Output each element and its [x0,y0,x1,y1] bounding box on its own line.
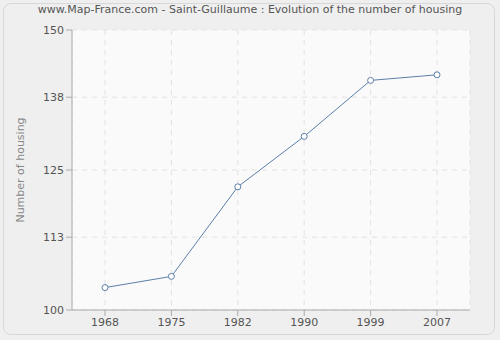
svg-text:1968: 1968 [91,316,119,329]
svg-text:1990: 1990 [290,316,318,329]
svg-text:138: 138 [43,91,64,104]
svg-text:150: 150 [43,24,64,37]
svg-text:113: 113 [43,231,64,244]
svg-text:125: 125 [43,164,64,177]
svg-text:1982: 1982 [224,316,252,329]
svg-text:2007: 2007 [423,316,451,329]
html-text:www.Map-France.com - Saint-Gui: www.Map-France.com - Saint-Guillaume : E… [37,3,463,16]
svg-text:Number of housing: Number of housing [14,117,27,222]
svg-text:1999: 1999 [357,316,385,329]
svg-text:100: 100 [43,304,64,317]
svg-text:1975: 1975 [157,316,185,329]
